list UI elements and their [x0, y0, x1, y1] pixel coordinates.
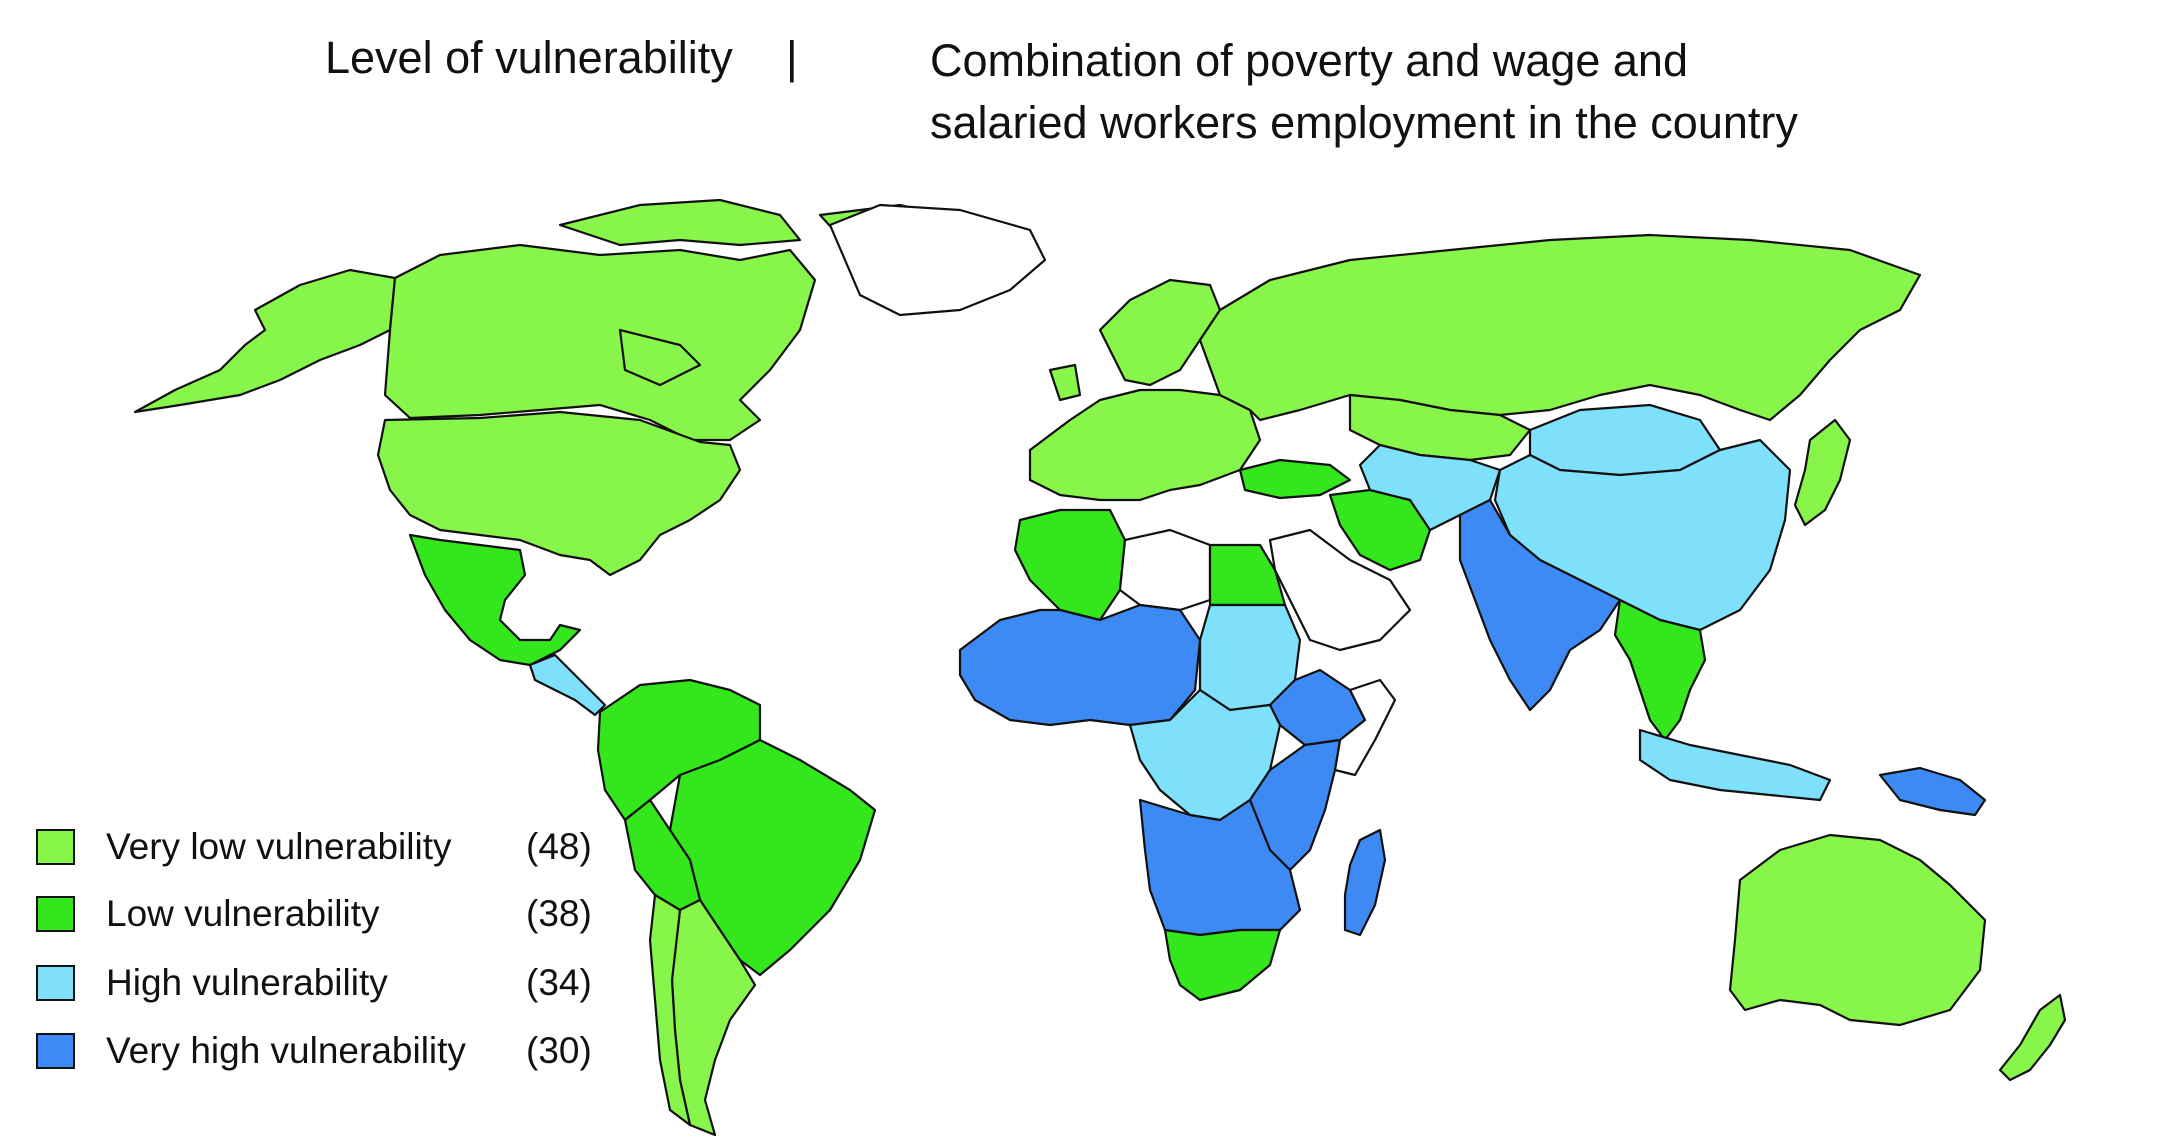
region-south-africa	[1163, 928, 1282, 1002]
title-right-line2: salaried workers employment in the count…	[930, 97, 1798, 148]
title-left: Level of vulnerability	[325, 32, 733, 83]
legend-swatch-high	[36, 965, 75, 1001]
legend-label-low: Low vulnerability	[106, 893, 380, 934]
region-alaska	[133, 268, 397, 414]
region-chile	[648, 893, 692, 1127]
legend-row-low: Low vulnerability (38)	[36, 892, 636, 938]
region-southeast-asia	[1613, 598, 1707, 742]
region-greenland	[828, 203, 1047, 317]
legend-count-low: (38)	[526, 893, 592, 934]
region-central-america	[528, 653, 607, 717]
legend-swatch-low	[36, 896, 75, 932]
legend-row-very-low: Very low vulnerability (48)	[36, 825, 636, 871]
legend-label-high: High vulnerability	[106, 962, 388, 1003]
legend-count-very-high: (30)	[526, 1030, 592, 1071]
legend-swatch-very-high	[36, 1033, 75, 1069]
region-egypt	[1208, 543, 1287, 607]
legend-count-high: (34)	[526, 962, 592, 1003]
region-algeria	[1013, 508, 1127, 622]
region-libya	[1118, 528, 1212, 612]
region-papua-new-guinea	[1878, 766, 1987, 817]
region-japan	[1793, 418, 1852, 527]
region-scandinavia	[1098, 278, 1222, 387]
region-united-states	[376, 410, 742, 577]
region-canada	[383, 243, 817, 442]
legend-row-very-high: Very high vulnerability (30)	[36, 1029, 636, 1075]
region-madagascar	[1343, 828, 1387, 937]
region-southern-africa	[1138, 798, 1302, 937]
region-mexico	[408, 533, 582, 667]
region-indonesia	[1638, 728, 1832, 802]
legend-count-very-low: (48)	[526, 826, 592, 867]
legend-label-very-high: Very high vulnerability	[106, 1030, 466, 1071]
region-turkey	[1238, 458, 1352, 500]
title-separator: |	[786, 32, 798, 83]
title-right-line1: Combination of poverty and wage and	[930, 35, 1688, 86]
region-western-europe	[1028, 363, 1262, 502]
region-west-africa	[958, 603, 1202, 727]
region-horn-of-africa	[1333, 678, 1397, 777]
title-right: Combination of poverty and wage and sala…	[930, 30, 1930, 154]
legend-label-very-low: Very low vulnerability	[106, 826, 452, 867]
region-russia	[1198, 233, 1922, 422]
region-india	[1458, 498, 1622, 712]
legend-row-high: High vulnerability (34)	[36, 961, 636, 1007]
region-saudi-arabia	[1268, 528, 1412, 652]
legend-swatch-very-low	[36, 829, 75, 865]
region-new-zealand	[1998, 993, 2067, 1082]
region-kazakhstan	[1348, 393, 1532, 462]
region-australia	[1728, 833, 1987, 1027]
